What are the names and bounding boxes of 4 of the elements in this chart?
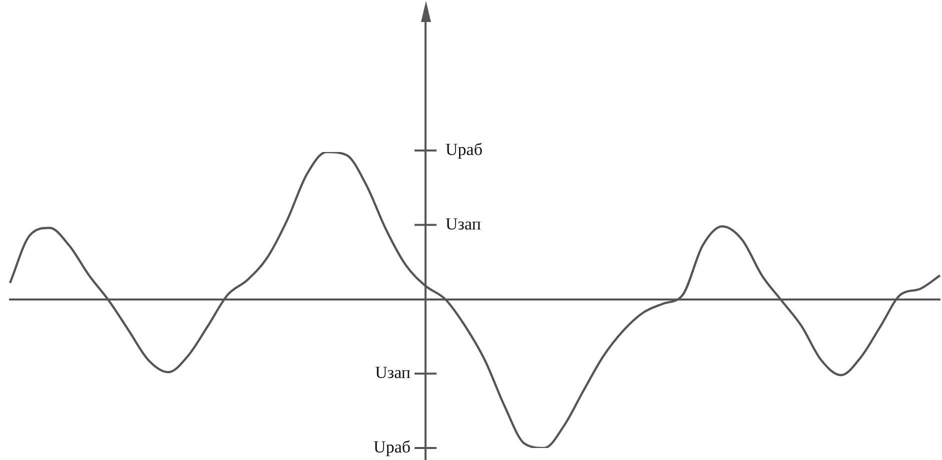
ref-line-label: Uраб [374,437,411,456]
ref-line-label: Uзап [375,363,411,382]
ref-line-label: Uраб [446,140,483,159]
ref-line-label: Uзап [446,214,481,234]
